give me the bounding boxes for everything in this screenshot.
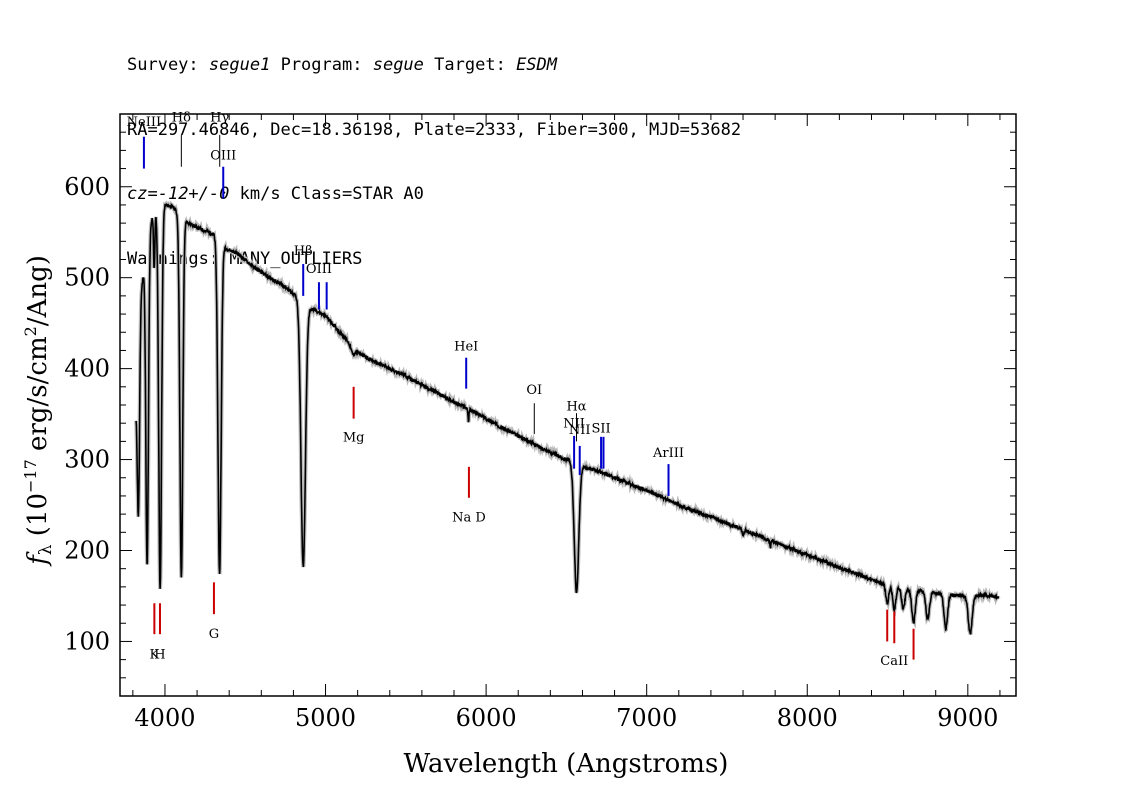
line-marker-label: HeI [454, 339, 478, 354]
line-marker-label: ArIII [652, 446, 684, 461]
x-tick-label: 8000 [777, 704, 838, 732]
axes: 4000 5000 6000 7000 8000 9000 100 200 300 400 500 6… [64, 113, 1017, 732]
y-axis-title-units-b: erg/s/cm [23, 336, 53, 459]
line-marker-label: OI [526, 383, 542, 398]
y-tick-label: 500 [64, 264, 110, 292]
y-axis-title-units-a: (10 [23, 493, 53, 545]
line-marker-label: SII [591, 421, 610, 436]
survey-value: segue1 [208, 55, 271, 75]
line-marker-label: Na D [452, 510, 486, 525]
spectrum-flux-line [135, 202, 1000, 635]
line-marker-label: Hβ [294, 244, 313, 259]
x-tick-label: 5000 [295, 704, 356, 732]
x-tick-label: 4000 [134, 704, 195, 732]
y-tick-label: 600 [64, 173, 110, 201]
survey-label: Survey: [127, 55, 199, 75]
line-marker-label: Hα [566, 399, 586, 414]
y-axis-title-sq: 2 [21, 326, 40, 336]
program-label: Program: [280, 55, 363, 75]
line-marker-label: K [150, 648, 160, 663]
line-marker-label: H [154, 648, 165, 663]
header-line-redshift: cz=-12+/-0 km/s Class=STAR A0 [127, 184, 741, 206]
y-tick-label: 100 [64, 627, 110, 655]
x-tick-label: 9000 [937, 704, 998, 732]
line-marker-label: Mg [343, 430, 365, 445]
y-tick-label: 300 [64, 446, 110, 474]
y-axis-title-units-c: /Ang) [23, 255, 53, 326]
cz-label: cz= [127, 184, 158, 204]
program-value: segue [372, 55, 424, 75]
cz-value: -12+/-0 [157, 184, 230, 204]
line-marker-label: NeIII [127, 115, 161, 130]
header-line-survey: Survey: segue1 Program: segue Target: ES… [127, 55, 741, 77]
x-axis-title: Wavelength (Angstroms) [404, 749, 729, 779]
spectrum-layer [134, 200, 1001, 636]
line-marker-label: G [209, 627, 219, 642]
line-marker-label: OIII [210, 148, 236, 163]
target-label: Target: [434, 55, 506, 75]
x-tick-label: 7000 [616, 704, 677, 732]
target-value: ESDM [516, 55, 558, 75]
line-marker-label: NII [569, 423, 591, 438]
y-axis-title-exp: −17 [21, 459, 40, 493]
line-marker-label: Hδ [172, 110, 191, 125]
header-line-coordinates: RA=297.46846, Dec=18.36198, Plate=2333, … [127, 119, 742, 140]
y-axis-title-lambda: λ [36, 544, 56, 555]
y-axis-title: fλ (10−17 erg/s/cm2/Ang) [21, 255, 56, 567]
spectrum-header: Survey: segue1 Program: segue Target: ES… [127, 12, 741, 292]
y-tick-label: 400 [64, 355, 110, 383]
line-marker-label: Hγ [210, 110, 229, 125]
x-tick-label: 6000 [456, 704, 517, 732]
cz-rest: km/s Class=STAR A0 [229, 184, 424, 204]
line-marker-label: NII [563, 417, 585, 432]
y-tick-label: 200 [64, 537, 110, 565]
line-marker-label: CaII [880, 654, 908, 669]
line-marker-label: OIII [306, 262, 332, 277]
